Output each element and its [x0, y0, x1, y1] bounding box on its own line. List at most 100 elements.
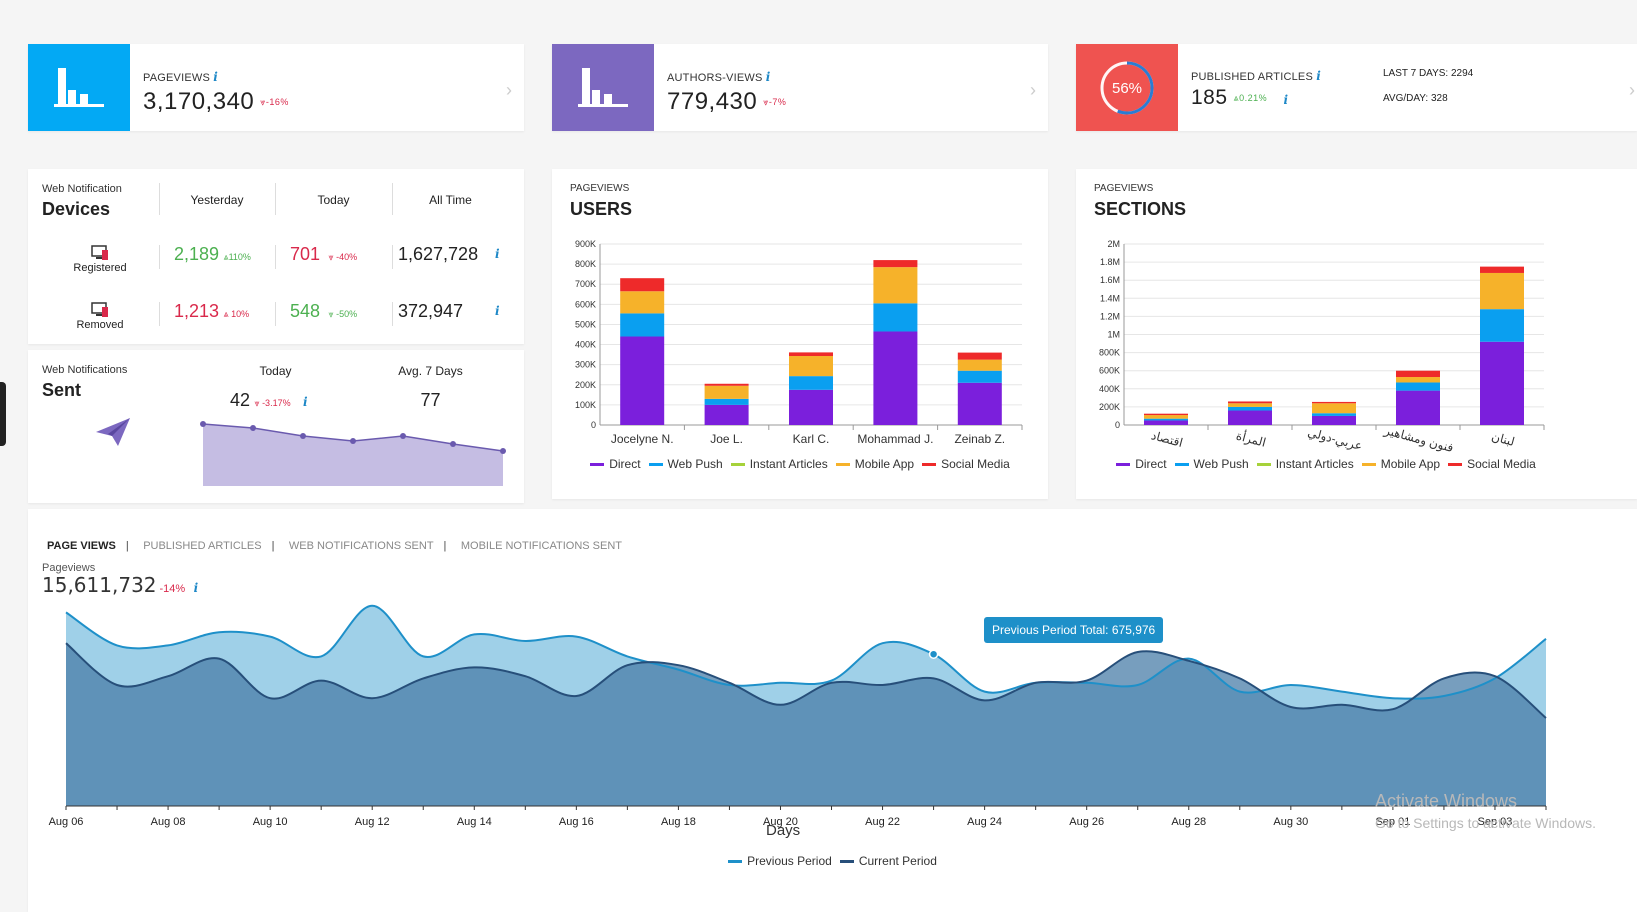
legend-item[interactable]: Instant Articles: [730, 457, 828, 471]
hover-point[interactable]: [928, 649, 939, 659]
info-icon[interactable]: i: [303, 395, 308, 409]
bar-segment[interactable]: [1144, 418, 1188, 421]
kpi-card-pageviews[interactable]: PAGEVIEWS i 3,170,340 ⩔-16% ›: [28, 44, 524, 131]
bar-segment[interactable]: [1144, 415, 1188, 419]
legend-item[interactable]: Social Media: [922, 457, 1010, 471]
sparkline-point[interactable]: [200, 421, 206, 427]
legend-item[interactable]: Previous Period: [728, 854, 832, 868]
bar-segment[interactable]: [957, 359, 1002, 371]
bar-segment[interactable]: [704, 398, 749, 405]
sparkline-point[interactable]: [250, 425, 256, 431]
bar-segment[interactable]: [1396, 382, 1440, 391]
legend-item[interactable]: Direct: [590, 457, 641, 471]
bar-segment[interactable]: [873, 331, 918, 425]
bar-segment[interactable]: [873, 260, 918, 268]
bar-segment[interactable]: [1396, 377, 1440, 383]
bar-segment[interactable]: [1312, 415, 1356, 425]
sparkline-point[interactable]: [300, 433, 306, 439]
legend-item[interactable]: Mobile App: [835, 457, 914, 471]
tab-web-notifications-sent[interactable]: WEB NOTIFICATIONS SENT: [288, 540, 434, 552]
bar-segment[interactable]: [704, 385, 749, 399]
legend-swatch: [835, 462, 850, 466]
bar-segment[interactable]: [1480, 272, 1524, 310]
bar-segment[interactable]: [873, 303, 918, 332]
bar-segment[interactable]: [1396, 390, 1440, 425]
kpi-label: AUTHORS-VIEWS i: [667, 70, 771, 84]
legend-item[interactable]: Direct: [1116, 457, 1167, 471]
users-chart-card: PAGEVIEWS USERS 0 100K 200K 300K 400K 500K 600…: [552, 169, 1048, 499]
today-value: 548 ⩔ -50%: [290, 301, 358, 321]
bar-segment[interactable]: [957, 382, 1002, 425]
device-registered-icon: [91, 245, 108, 260]
chevron-right-icon[interactable]: ›: [506, 80, 512, 100]
x-tick-label: Aug 16: [559, 816, 594, 828]
bar-segment[interactable]: [789, 376, 833, 390]
info-icon[interactable]: i: [495, 304, 500, 318]
legend-item[interactable]: Social Media: [1448, 457, 1536, 471]
bar-segment[interactable]: [620, 278, 665, 292]
info-icon[interactable]: i: [1316, 69, 1322, 83]
tab-mobile-notifications-sent[interactable]: MOBILE NOTIFICATIONS SENT: [460, 540, 623, 552]
info-icon[interactable]: i: [213, 70, 219, 84]
tab-page-views[interactable]: PAGE VIEWS: [47, 540, 116, 552]
legend-item[interactable]: Current Period: [839, 854, 937, 868]
users-bar-chart: 0 100K 200K 300K 400K 500K 600K 700K 800K 900K Joc…: [575, 239, 1023, 446]
avg-per-day: AVG/DAY: 328: [1383, 93, 1448, 104]
kpi-card-authors-views[interactable]: AUTHORS-VIEWS i 779,430 ⩔-7% ›: [552, 44, 1048, 131]
bar-segment[interactable]: [1312, 413, 1356, 416]
chevron-right-icon[interactable]: ›: [1629, 80, 1635, 100]
bar-segment[interactable]: [873, 267, 918, 304]
bar-segment[interactable]: [704, 404, 749, 425]
legend-item[interactable]: Mobile App: [1361, 457, 1440, 471]
left-edge-handle[interactable]: [0, 382, 6, 446]
bar-segment[interactable]: [789, 356, 833, 377]
bar-segment[interactable]: [1228, 403, 1272, 407]
bar-segment[interactable]: [957, 370, 1002, 383]
legend-item[interactable]: Instant Articles: [1256, 457, 1354, 471]
bar-segment[interactable]: [1144, 413, 1188, 416]
bar-segment[interactable]: [957, 352, 1002, 360]
bar-segment[interactable]: [1228, 406, 1272, 411]
bar-segment[interactable]: [620, 291, 665, 314]
legend-label: Previous Period: [747, 854, 832, 868]
area-line[interactable]: [65, 642, 1547, 719]
x-tick-label: المرأة: [1234, 428, 1267, 451]
tab-bar: PAGE VIEWS | PUBLISHED ARTICLES | WEB NOTI…: [47, 536, 632, 554]
y-tick-label: 600K: [1099, 366, 1120, 376]
divider: [159, 245, 160, 269]
bar-segment[interactable]: [1144, 420, 1188, 425]
legend-swatch: [922, 462, 937, 466]
bar-segment[interactable]: [620, 336, 665, 425]
bar-segment[interactable]: [1312, 401, 1356, 404]
legend-swatch: [590, 462, 605, 466]
chevron-right-icon[interactable]: ›: [1030, 80, 1036, 100]
sparkline-point[interactable]: [450, 441, 456, 447]
sparkline-point[interactable]: [350, 438, 356, 444]
tab-published-articles[interactable]: PUBLISHED ARTICLES: [143, 540, 262, 552]
info-icon[interactable]: i: [193, 581, 199, 595]
bar-segment[interactable]: [789, 352, 833, 357]
devices-title: Devices: [42, 199, 111, 219]
legend-item[interactable]: Web Push: [1174, 457, 1249, 471]
legend-item[interactable]: Web Push: [648, 457, 723, 471]
bar-segment[interactable]: [1480, 341, 1524, 425]
kpi-card-published-articles[interactable]: 56% PUBLISHED ARTICLES i 185 ⩓0.21% i LAS…: [1076, 44, 1637, 131]
bar-segment[interactable]: [620, 313, 665, 337]
sparkline-point[interactable]: [500, 448, 506, 454]
sparkline-point[interactable]: [400, 433, 406, 439]
bar-segment[interactable]: [1228, 410, 1272, 425]
bar-segment[interactable]: [789, 389, 833, 425]
info-icon[interactable]: i: [1283, 93, 1289, 107]
bar-segment[interactable]: [704, 383, 749, 386]
avg-value: 77: [420, 390, 441, 410]
bar-segment[interactable]: [1312, 403, 1356, 414]
area-line[interactable]: [65, 604, 1547, 700]
tab-separator: |: [443, 540, 447, 552]
bar-segment[interactable]: [1480, 309, 1524, 342]
bar-segment[interactable]: [1480, 266, 1524, 273]
y-tick-label: 100K: [575, 400, 596, 410]
bar-segment[interactable]: [1228, 401, 1272, 404]
bar-segment[interactable]: [1396, 370, 1440, 378]
info-icon[interactable]: i: [765, 70, 771, 84]
info-icon[interactable]: i: [495, 247, 500, 261]
